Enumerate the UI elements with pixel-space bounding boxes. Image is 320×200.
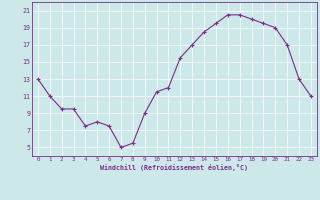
X-axis label: Windchill (Refroidissement éolien,°C): Windchill (Refroidissement éolien,°C) bbox=[100, 164, 248, 171]
